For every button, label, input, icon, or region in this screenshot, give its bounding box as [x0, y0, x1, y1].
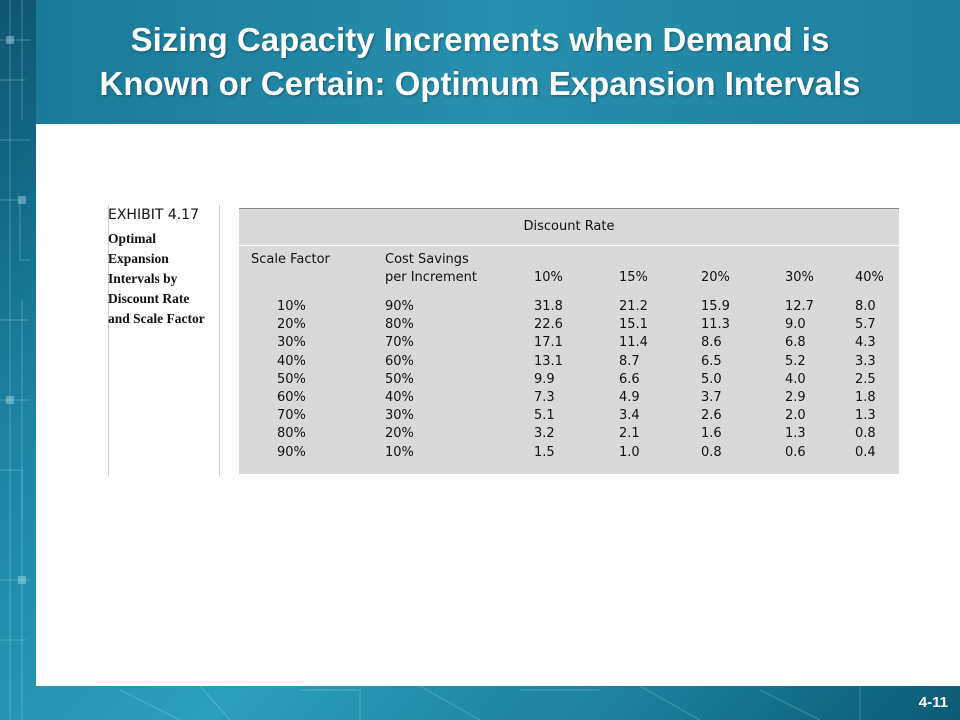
caption-line: Expansion: [108, 251, 169, 266]
col-header-rate-30: 30%: [785, 270, 814, 285]
data-table: Discount Rate Scale Factor Cost Savings …: [239, 208, 899, 478]
col-header-cost-savings-line1: Cost Savings: [385, 252, 469, 267]
cell-interval-value: 11.3: [701, 317, 730, 333]
cell-interval-value: 5.2: [785, 353, 806, 369]
exhibit-label-column: [108, 205, 220, 477]
page-number: 4-11: [918, 694, 948, 711]
table-bottom-rule: [239, 474, 899, 478]
cell-interval-value: 2.9: [785, 390, 806, 405]
col-header-cost-savings: Cost Savings per Increment: [385, 251, 477, 287]
cell-interval-value: 1.8: [855, 390, 876, 405]
cell-interval-value: 2.6: [701, 408, 722, 424]
cell-interval-value: 4.9: [619, 390, 640, 405]
cell-interval-value: 2.1: [619, 426, 640, 442]
cell-interval-value: 12.7: [785, 299, 814, 314]
cell-interval-value: 11.4: [619, 335, 648, 351]
cell-interval-value: 5.7: [855, 317, 876, 333]
caption-line: Optimal: [108, 231, 157, 246]
cell-interval-value: 4.0: [785, 371, 806, 387]
cell-cost-savings: 50%: [385, 371, 414, 387]
cell-interval-value: 3.2: [534, 426, 555, 442]
cell-interval-value: 9.9: [534, 371, 555, 387]
cell-scale-factor: 70%: [277, 408, 306, 424]
caption-line: Discount Rate: [108, 291, 190, 306]
cell-scale-factor: 10%: [277, 299, 306, 314]
cell-interval-value: 1.6: [701, 426, 722, 442]
cell-interval-value: 6.8: [785, 335, 806, 351]
cell-cost-savings: 70%: [385, 335, 414, 351]
cell-interval-value: 5.0: [701, 371, 722, 387]
title-line-1: Sizing Capacity Increments when Demand i…: [130, 21, 830, 58]
cell-interval-value: 3.7: [701, 390, 722, 405]
exhibit-number: EXHIBIT 4.17: [108, 207, 199, 223]
cell-scale-factor: 40%: [277, 353, 306, 369]
col-header-rate-20: 20%: [701, 270, 730, 285]
cell-interval-value: 8.6: [701, 335, 722, 351]
cell-cost-savings: 60%: [385, 353, 414, 369]
cell-cost-savings: 10%: [385, 444, 414, 460]
cell-interval-value: 0.4: [855, 444, 876, 460]
col-header-rate-15: 15%: [619, 270, 648, 285]
group-header-discount-rate: Discount Rate: [239, 209, 899, 246]
cell-scale-factor: 50%: [277, 371, 306, 387]
col-header-rate-40: 40%: [855, 270, 884, 285]
cell-interval-value: 9.0: [785, 317, 806, 333]
slide-title: Sizing Capacity Increments when Demand i…: [40, 18, 920, 106]
cell-interval-value: 4.3: [855, 335, 876, 351]
cell-cost-savings: 40%: [385, 390, 414, 405]
cell-interval-value: 3.4: [619, 408, 640, 424]
exhibit: EXHIBIT 4.17 Optimal Expansion Intervals…: [108, 205, 899, 478]
cell-scale-factor: 30%: [277, 335, 306, 351]
cell-interval-value: 0.8: [855, 426, 876, 442]
cell-interval-value: 1.0: [619, 444, 640, 460]
cell-scale-factor: 20%: [277, 317, 306, 333]
cell-scale-factor: 90%: [277, 444, 306, 460]
cell-interval-value: 15.9: [701, 299, 730, 314]
cell-cost-savings: 30%: [385, 408, 414, 424]
cell-interval-value: 31.8: [534, 299, 563, 314]
cell-interval-value: 0.8: [701, 444, 722, 460]
cell-interval-value: 3.3: [855, 353, 876, 369]
cell-cost-savings: 80%: [385, 317, 414, 333]
title-line-2: Known or Certain: Optimum Expansion Inte…: [99, 65, 861, 102]
caption-line: Intervals by: [108, 271, 178, 286]
caption-line: and Scale Factor: [108, 311, 205, 326]
col-header-scale-factor: Scale Factor: [251, 252, 330, 267]
cell-interval-value: 7.3: [534, 390, 555, 405]
cell-scale-factor: 80%: [277, 426, 306, 442]
cell-interval-value: 21.2: [619, 299, 648, 314]
cell-interval-value: 6.5: [701, 353, 722, 369]
cell-interval-value: 8.0: [855, 299, 876, 314]
cell-interval-value: 15.1: [619, 317, 648, 333]
cell-cost-savings: 20%: [385, 426, 414, 442]
cell-interval-value: 13.1: [534, 353, 563, 369]
cell-cost-savings: 90%: [385, 299, 414, 314]
cell-interval-value: 0.6: [785, 444, 806, 460]
cell-interval-value: 1.5: [534, 444, 555, 460]
cell-interval-value: 8.7: [619, 353, 640, 369]
cell-interval-value: 6.6: [619, 371, 640, 387]
exhibit-caption: Optimal Expansion Intervals by Discount …: [108, 229, 228, 329]
cell-interval-value: 5.1: [534, 408, 555, 424]
cell-interval-value: 22.6: [534, 317, 563, 333]
cell-interval-value: 1.3: [855, 408, 876, 424]
cell-interval-value: 2.0: [785, 408, 806, 424]
cell-interval-value: 2.5: [855, 371, 876, 387]
cell-scale-factor: 60%: [277, 390, 306, 405]
col-header-cost-savings-line2: per Increment: [385, 270, 478, 285]
title-band: [36, 0, 960, 124]
cell-interval-value: 17.1: [534, 335, 563, 351]
cell-interval-value: 1.3: [785, 426, 806, 442]
col-header-rate-10: 10%: [534, 270, 563, 285]
